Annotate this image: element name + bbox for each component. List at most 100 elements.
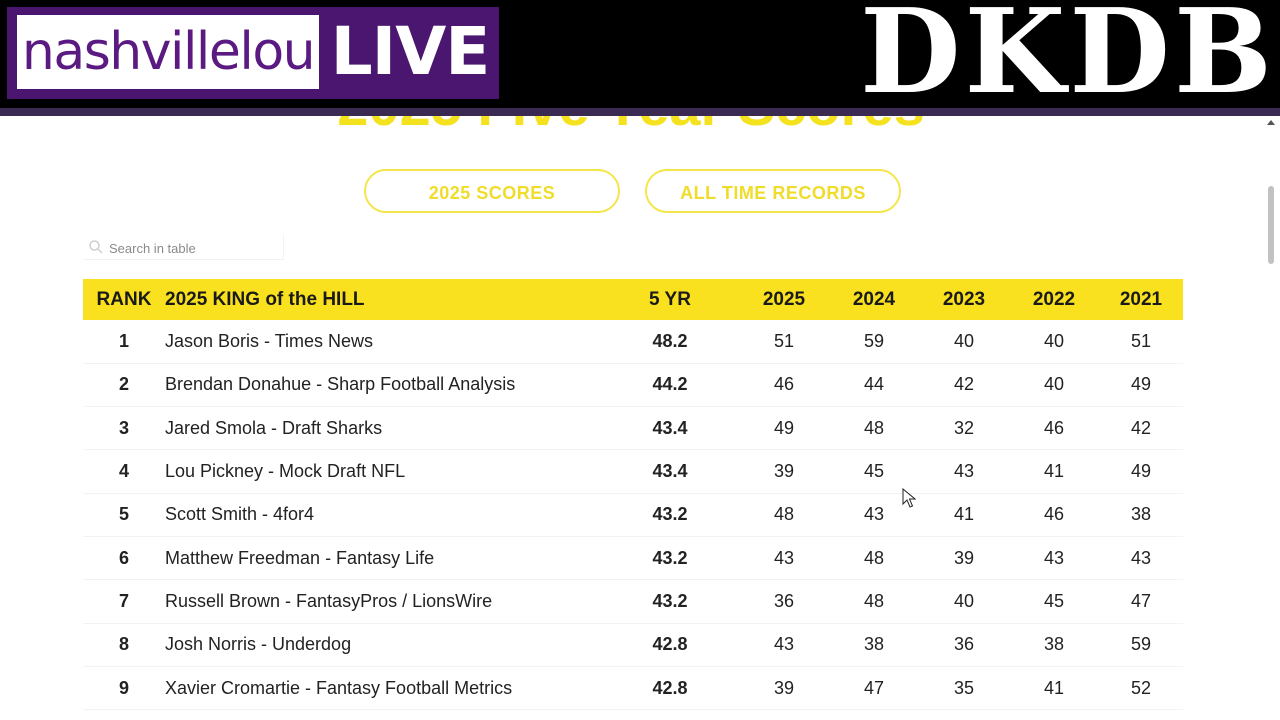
cell-5yr: 48.2 <box>652 330 688 351</box>
cell-2025: 39 <box>773 461 795 482</box>
page-scrollbar[interactable] <box>1262 116 1280 720</box>
cell-name: Matthew Freedman - Fantasy Life <box>165 547 435 568</box>
logo-text-nashvillelou: nashvillelou <box>17 15 319 89</box>
search-input[interactable] <box>107 236 281 260</box>
header-rank[interactable]: RANK <box>96 288 152 310</box>
cell-2024: 59 <box>863 330 885 351</box>
cell-2022: 46 <box>1043 504 1065 525</box>
cell-5yr: 44.2 <box>652 374 688 395</box>
scrollbar-thumb[interactable] <box>1268 186 1274 264</box>
cell-2024: 43 <box>863 504 885 525</box>
cell-2025: 36 <box>773 590 795 611</box>
broadcast-banner: nashvillelou LIVE DKDB <box>0 0 1280 120</box>
cell-2021: 38 <box>1130 504 1152 525</box>
cell-rank: 7 <box>118 590 129 611</box>
cell-2024: 48 <box>863 417 885 438</box>
header-2022[interactable]: 2022 <box>1032 288 1076 310</box>
header-2023[interactable]: 2023 <box>942 288 986 310</box>
cell-2021: 51 <box>1130 330 1152 351</box>
cell-2023: 42 <box>953 374 975 395</box>
cell-2021: 49 <box>1130 374 1152 395</box>
cell-5yr: 43.4 <box>652 417 688 438</box>
cell-2022: 40 <box>1043 330 1065 351</box>
scores-2025-button[interactable]: 2025 SCORES <box>364 169 620 213</box>
cell-5yr: 43.4 <box>652 461 688 482</box>
table-header-row: RANK 2025 KING of the HILL 5 YR 2025 202… <box>83 279 1183 320</box>
all-time-records-button[interactable]: ALL TIME RECORDS <box>645 169 901 213</box>
cell-2022: 41 <box>1043 677 1065 698</box>
table-row: 9 Xavier Cromartie - Fantasy Football Met… <box>83 666 1183 710</box>
table-row: 4 Lou Pickney - Mock Draft NFL 43.4 39 45 43 4… <box>83 450 1183 494</box>
cell-2021: 59 <box>1130 634 1152 655</box>
cell-rank: 4 <box>118 461 129 482</box>
scroll-up-icon[interactable] <box>1267 120 1275 125</box>
cell-2023: 43 <box>953 461 975 482</box>
table-row: 1 Jason Boris - Times News 48.2 51 59 40 40 51 <box>83 320 1183 364</box>
table-search <box>83 235 284 260</box>
cell-2021: 52 <box>1130 677 1152 698</box>
cell-2022: 41 <box>1043 461 1065 482</box>
cell-2023: 35 <box>953 677 975 698</box>
page-title: 2025 Five Year Scores <box>0 116 1262 138</box>
scores-table: RANK 2025 KING of the HILL 5 YR 2025 202… <box>83 279 1183 710</box>
banner-divider <box>0 108 1280 116</box>
cell-5yr: 42.8 <box>652 634 688 655</box>
brand-dkdb: DKDB <box>859 0 1276 120</box>
table-row: 6 Matthew Freedman - Fantasy Life 43.2 43 48… <box>83 536 1183 580</box>
cell-2022: 46 <box>1043 417 1065 438</box>
cell-5yr: 43.2 <box>652 504 688 525</box>
cell-2023: 32 <box>953 417 975 438</box>
cell-2025: 43 <box>773 547 795 568</box>
cell-2025: 51 <box>773 330 795 351</box>
cell-2023: 41 <box>953 504 975 525</box>
cell-2024: 48 <box>863 590 885 611</box>
cell-2021: 47 <box>1130 590 1152 611</box>
cell-2024: 45 <box>863 461 885 482</box>
table-row: 2 Brendan Donahue - Sharp Football Analys… <box>83 363 1183 407</box>
cell-name: Brendan Donahue - Sharp Football Analysi… <box>165 374 516 395</box>
logo-text-live: LIVE <box>330 13 491 90</box>
cell-rank: 9 <box>118 677 129 698</box>
cell-name: Lou Pickney - Mock Draft NFL <box>165 461 406 482</box>
cell-name: Josh Norris - Underdog <box>165 634 352 655</box>
cell-2024: 48 <box>863 547 885 568</box>
cell-2024: 44 <box>863 374 885 395</box>
header-name[interactable]: 2025 KING of the HILL <box>165 288 365 310</box>
cell-rank: 2 <box>118 374 129 395</box>
cell-rank: 8 <box>118 634 129 655</box>
mouse-cursor-icon <box>902 488 916 508</box>
cell-5yr: 43.2 <box>652 590 688 611</box>
table-row: 5 Scott Smith - 4for4 43.2 48 43 41 46 38 <box>83 493 1183 537</box>
cell-name: Russell Brown - FantasyPros / LionsWire <box>165 590 493 611</box>
cell-2025: 43 <box>773 634 795 655</box>
search-icon <box>89 240 103 254</box>
header-2025[interactable]: 2025 <box>762 288 806 310</box>
cell-rank: 5 <box>118 504 129 525</box>
header-5yr[interactable]: 5 YR <box>649 288 691 310</box>
cell-2022: 43 <box>1043 547 1065 568</box>
table-row: 3 Jared Smola - Draft Sharks 43.4 49 48 32 46 4… <box>83 407 1183 450</box>
cell-2024: 47 <box>863 677 885 698</box>
cell-2021: 49 <box>1130 461 1152 482</box>
cell-rank: 6 <box>118 547 129 568</box>
cell-name: Jason Boris - Times News <box>165 330 374 351</box>
cell-2025: 46 <box>773 374 795 395</box>
header-2021[interactable]: 2021 <box>1119 288 1163 310</box>
page-content: 2025 Five Year Scores 2025 SCORES ALL TI… <box>0 116 1262 720</box>
cell-2024: 38 <box>863 634 885 655</box>
cell-2022: 38 <box>1043 634 1065 655</box>
table-row: 7 Russell Brown - FantasyPros / LionsWire… <box>83 580 1183 624</box>
cell-2025: 49 <box>773 417 795 438</box>
cell-name: Scott Smith - 4for4 <box>165 504 315 525</box>
cell-2023: 39 <box>953 547 975 568</box>
cell-rank: 1 <box>118 330 129 351</box>
header-2024[interactable]: 2024 <box>852 288 896 310</box>
cell-5yr: 42.8 <box>652 677 688 698</box>
cell-rank: 3 <box>118 417 129 438</box>
cell-name: Jared Smola - Draft Sharks <box>165 417 383 438</box>
channel-logo: nashvillelou LIVE <box>7 7 499 99</box>
cell-2023: 36 <box>953 634 975 655</box>
cell-2021: 42 <box>1130 417 1152 438</box>
cell-2025: 48 <box>773 504 795 525</box>
cell-name: Xavier Cromartie - Fantasy Football Metr… <box>165 677 513 698</box>
